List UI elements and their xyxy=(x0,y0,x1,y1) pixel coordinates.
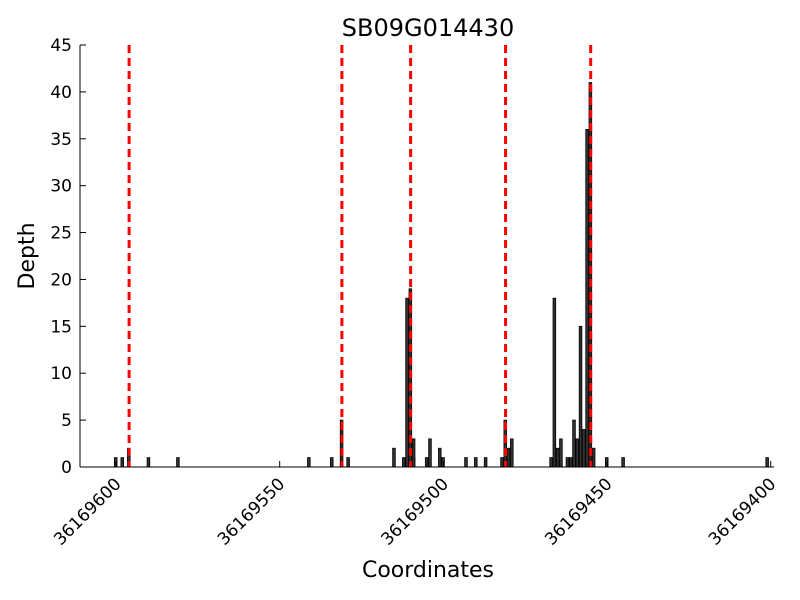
bar xyxy=(585,128,589,468)
bar xyxy=(500,457,504,468)
bar xyxy=(575,438,580,468)
y-tick-label: 15 xyxy=(50,317,72,337)
x-tick-label: 36169550 xyxy=(214,474,289,549)
bars-group xyxy=(113,82,769,468)
bar xyxy=(552,297,557,468)
axes-group: 0 5 10 15 20 25 30 35 40 45 36169600 36169550 361695… xyxy=(50,36,780,550)
bar xyxy=(474,457,478,468)
markers-group xyxy=(127,45,593,467)
chart-title: SB09G014430 xyxy=(342,14,514,42)
bar xyxy=(549,457,553,468)
y-tick-label: 35 xyxy=(50,130,72,150)
y-axis-label: Depth xyxy=(15,222,40,289)
bar xyxy=(438,447,442,468)
y-tick-label: 0 xyxy=(61,458,72,478)
bar xyxy=(428,438,432,468)
bar xyxy=(591,447,596,468)
bar xyxy=(510,438,514,468)
x-axis-label: Coordinates xyxy=(362,558,494,583)
bar xyxy=(392,447,396,468)
bar xyxy=(621,457,625,468)
bar xyxy=(559,438,563,468)
bar xyxy=(464,457,468,468)
y-tick-label: 40 xyxy=(50,83,72,103)
y-tick-label: 5 xyxy=(61,411,72,431)
y-tick-label: 20 xyxy=(50,270,72,290)
bar xyxy=(506,447,511,468)
y-tick-label: 45 xyxy=(50,36,72,56)
x-tick-label: 36169500 xyxy=(378,474,453,549)
bar xyxy=(176,457,180,468)
y-tick-label: 30 xyxy=(50,177,72,197)
bar xyxy=(330,457,334,468)
bar xyxy=(483,457,488,468)
bar xyxy=(411,438,416,468)
bar xyxy=(569,457,573,468)
bar xyxy=(146,457,151,468)
bar xyxy=(120,457,124,468)
bar xyxy=(578,325,583,468)
bar xyxy=(555,447,560,468)
bar xyxy=(424,457,429,468)
x-tick-label: 36169600 xyxy=(50,474,125,549)
bar xyxy=(307,457,311,468)
bar xyxy=(582,429,586,468)
x-tick-label: 36169400 xyxy=(705,474,780,549)
plot-area: 0 5 10 15 20 25 30 35 40 45 36169600 36169550 361695… xyxy=(50,36,780,550)
y-tick-label: 25 xyxy=(50,224,72,244)
bar xyxy=(765,457,769,468)
bar xyxy=(402,457,406,468)
bar xyxy=(565,457,570,468)
bar xyxy=(572,419,576,468)
bar xyxy=(405,297,409,468)
y-tick-label: 10 xyxy=(50,364,72,384)
bar xyxy=(346,457,350,468)
x-tick-label: 36169450 xyxy=(541,474,616,549)
